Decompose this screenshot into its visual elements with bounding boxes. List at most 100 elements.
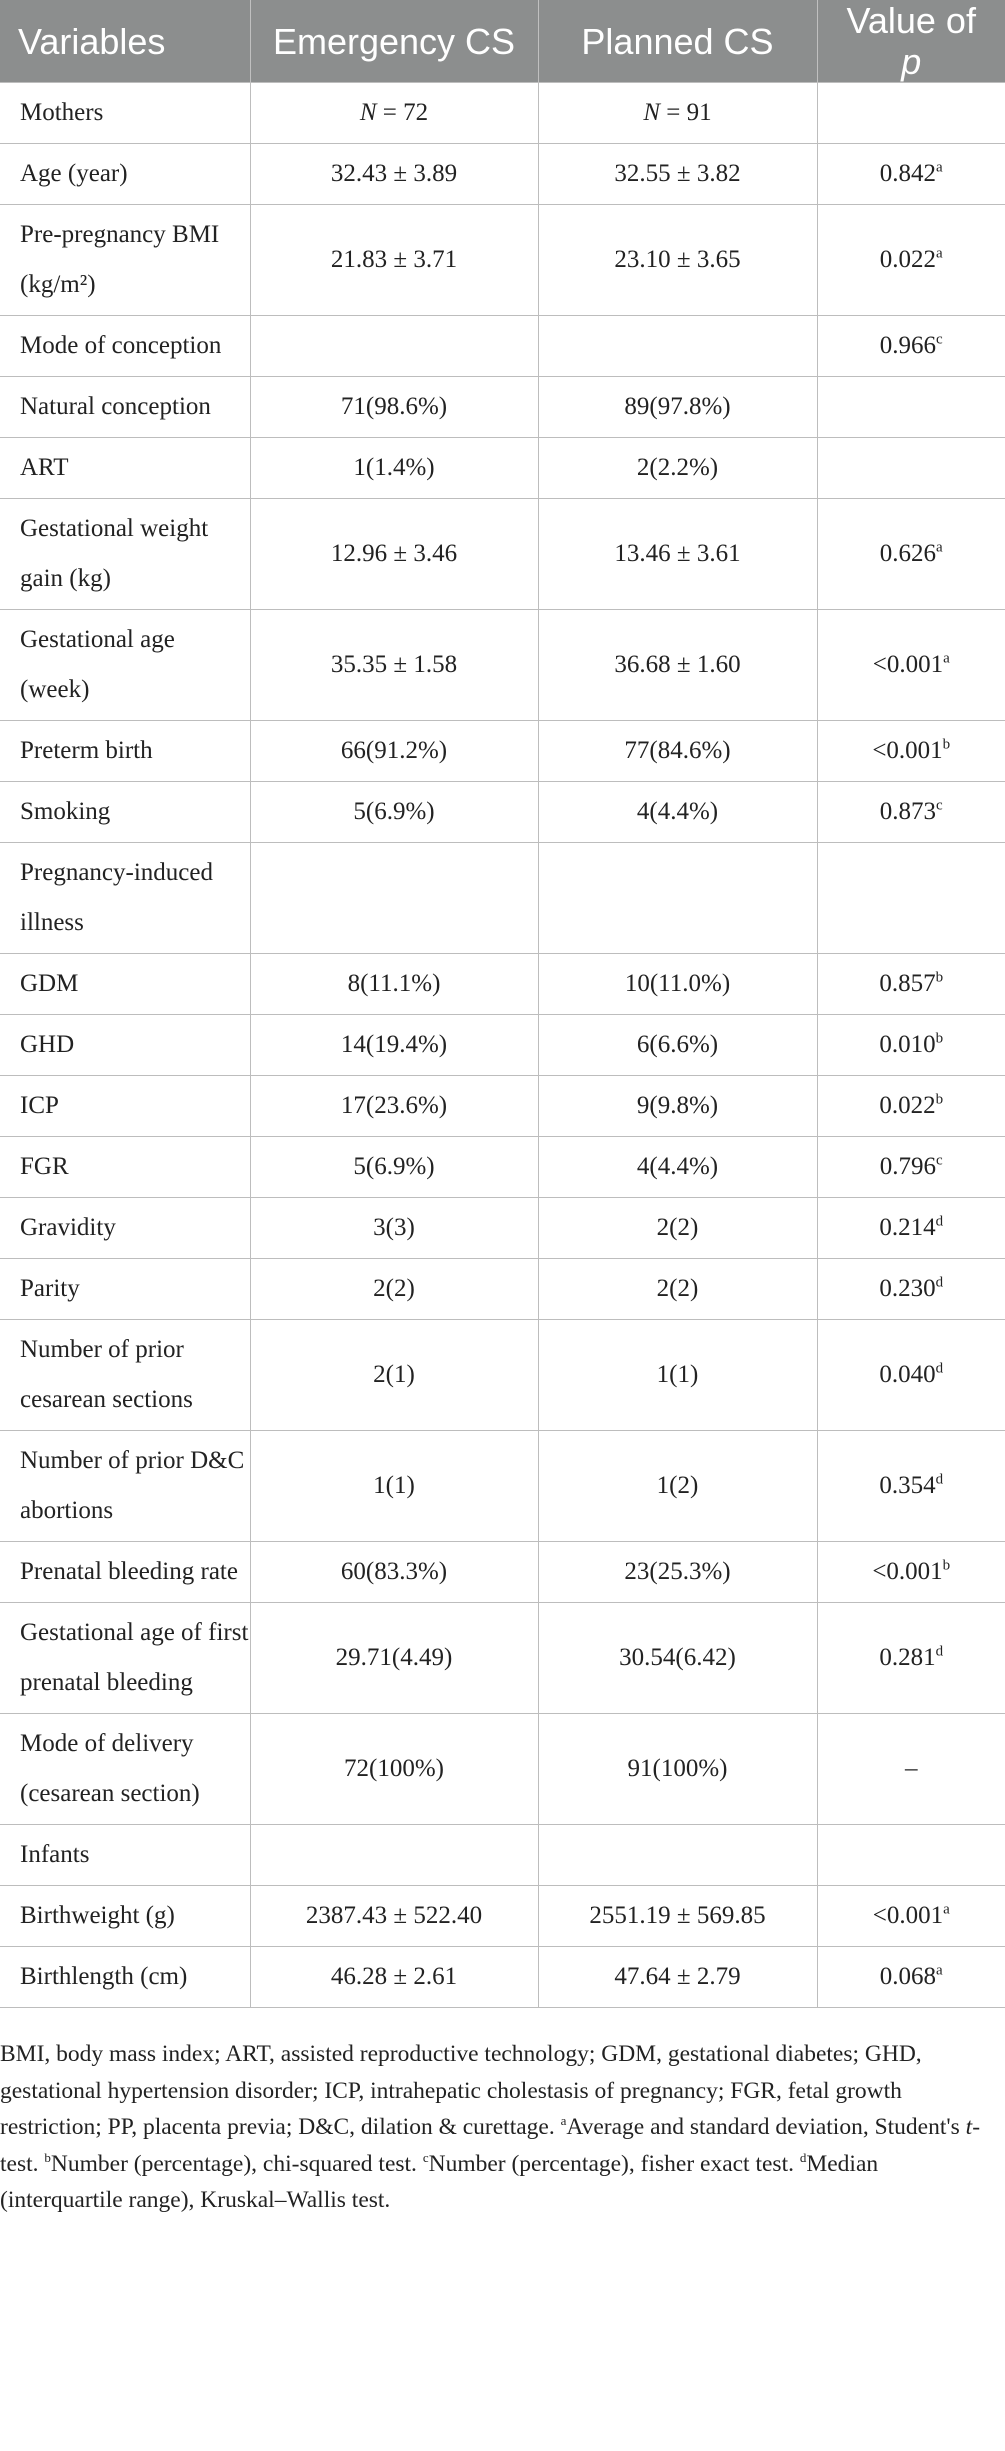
cell-planned: 4(4.4%) <box>537 1136 818 1198</box>
cell-planned: 32.55 ± 3.82 <box>537 143 818 205</box>
table-row: ART 1(1.4%) 2(2.2%) <box>0 437 1005 499</box>
p-value: 0.966 <box>879 332 937 359</box>
row-label: Gestational age (week) <box>0 609 251 721</box>
characteristics-table: Variables Emergency CS Planned CS Value … <box>0 0 1005 2008</box>
cell-planned: 9(9.8%) <box>537 1075 818 1137</box>
footnote-mark-b: b <box>44 2149 51 2165</box>
cell-p-value <box>816 437 1005 499</box>
p-value: 0.214 <box>879 1214 936 1241</box>
p-value: 0.230 <box>879 1275 936 1302</box>
row-label: ICP <box>0 1075 251 1137</box>
row-label: FGR <box>0 1136 251 1198</box>
table-row: Parity 2(2) 2(2) 0.230d <box>0 1258 1005 1320</box>
row-label: Gestational weight gain (kg) <box>0 498 251 610</box>
row-label: Number of prior D&C abortions <box>0 1430 251 1542</box>
p-value: 0.010 <box>879 1031 936 1058</box>
cell-planned: 10(11.0%) <box>537 953 818 1015</box>
cell-p-value: 0.796c <box>816 1136 1005 1198</box>
cell-p-value: 0.873c <box>816 781 1005 843</box>
cell-emergency: 66(91.2%) <box>249 720 539 782</box>
p-value: 0.040 <box>879 1361 936 1388</box>
p-value: <0.001 <box>872 651 944 678</box>
table-row: GHD 14(19.4%) 6(6.6%) 0.010b <box>0 1014 1005 1076</box>
cell-p-value: – <box>816 1713 1005 1825</box>
cell-p-value <box>816 1824 1005 1886</box>
p-footnote-mark: b <box>942 1557 951 1574</box>
cell-planned: 77(84.6%) <box>537 720 818 782</box>
cell-emergency <box>249 1824 539 1886</box>
row-label: Mode of delivery (cesarean section) <box>0 1713 251 1825</box>
row-label: GHD <box>0 1014 251 1076</box>
footnote-a-text-end: -test. <box>0 2114 981 2177</box>
p-footnote-mark: a <box>936 539 943 556</box>
cell-p-value: 0.010b <box>816 1014 1005 1076</box>
table-row: Gestational age (week) 35.35 ± 1.58 36.68 … <box>0 609 1005 721</box>
cell-p-value: <0.001a <box>816 1885 1005 1947</box>
p-footnote-mark: d <box>935 1471 944 1488</box>
cell-emergency: 14(19.4%) <box>249 1014 539 1076</box>
cell-p-value <box>816 376 1005 438</box>
n-value: = 72 <box>382 99 429 126</box>
table-row: Gravidity 3(3) 2(2) 0.214d <box>0 1197 1005 1259</box>
n-symbol: N <box>643 99 661 126</box>
cell-emergency: 3(3) <box>249 1197 539 1259</box>
table-row: Mode of conception 0.966c <box>0 315 1005 377</box>
cell-emergency: 35.35 ± 1.58 <box>249 609 539 721</box>
p-footnote-mark: c <box>936 797 943 814</box>
p-footnote-mark: b <box>935 969 944 986</box>
footnote-b-text: Number (percentage), chi-squared test. <box>50 2150 417 2177</box>
table-row: Birthweight (g) 2387.43 ± 522.40 2551.19 ±… <box>0 1885 1005 1947</box>
p-value: 0.022 <box>879 246 937 273</box>
cell-emergency <box>249 842 539 954</box>
footnote-mark-a: a <box>560 2113 567 2129</box>
cell-planned: 2551.19 ± 569.85 <box>537 1885 818 1947</box>
cell-emergency: 8(11.1%) <box>249 953 539 1015</box>
cell-p-value: 0.068a <box>816 1946 1005 2008</box>
p-value: 0.796 <box>879 1153 937 1180</box>
row-label: Prenatal bleeding rate <box>0 1541 251 1603</box>
p-value: 0.626 <box>879 540 937 567</box>
p-footnote-mark: a <box>936 245 943 262</box>
table-row: Mothers N = 72 N = 91 <box>0 82 1005 144</box>
cell-emergency <box>249 315 539 377</box>
cell-emergency: 5(6.9%) <box>249 781 539 843</box>
cell-emergency: 5(6.9%) <box>249 1136 539 1198</box>
p-value: 0.857 <box>879 970 936 997</box>
row-label: Number of prior cesarean sections <box>0 1319 251 1431</box>
header-planned-cs: Planned CS <box>537 0 817 83</box>
cell-planned: 23(25.3%) <box>537 1541 818 1603</box>
row-label: Mothers <box>0 82 251 144</box>
cell-planned: 2(2) <box>537 1197 818 1259</box>
p-footnote-mark: d <box>935 1360 944 1377</box>
cell-p-value: <0.001b <box>816 1541 1005 1603</box>
cell-p-value: 0.626a <box>816 498 1005 610</box>
footnote-mark-d: d <box>799 2149 807 2165</box>
table-row: Natural conception 71(98.6%) 89(97.8%) <box>0 376 1005 438</box>
cell-planned <box>537 315 818 377</box>
header-p-symbol: p <box>901 41 922 82</box>
table-row: Age (year) 32.43 ± 3.89 32.55 ± 3.82 0.842a <box>0 143 1005 205</box>
cell-p-value <box>816 842 1005 954</box>
row-label: GDM <box>0 953 251 1015</box>
p-footnote-mark: d <box>935 1274 944 1291</box>
p-value: 0.068 <box>879 1963 937 1990</box>
p-value: – <box>905 1755 918 1782</box>
row-label: Pre-pregnancy BMI (kg/m²) <box>0 204 251 316</box>
cell-planned <box>537 1824 818 1886</box>
cell-emergency: 12.96 ± 3.46 <box>249 498 539 610</box>
table-row: Smoking 5(6.9%) 4(4.4%) 0.873c <box>0 781 1005 843</box>
table-header-row: Variables Emergency CS Planned CS Value … <box>0 0 1005 83</box>
table-row: Number of prior cesarean sections 2(1) 1(1… <box>0 1319 1005 1431</box>
cell-p-value: 0.022a <box>816 204 1005 316</box>
table-row: ICP 17(23.6%) 9(9.8%) 0.022b <box>0 1075 1005 1137</box>
cell-emergency: 29.71(4.49) <box>249 1602 539 1714</box>
p-footnote-mark: a <box>943 1901 950 1918</box>
footnote-a-text: Average and standard deviation, Student'… <box>566 2114 966 2140</box>
cell-p-value: 0.281d <box>816 1602 1005 1714</box>
cell-p-value: 0.230d <box>816 1258 1005 1320</box>
row-label: Parity <box>0 1258 251 1320</box>
cell-emergency: 46.28 ± 2.61 <box>249 1946 539 2008</box>
p-value: 0.022 <box>879 1092 936 1119</box>
row-label: Preterm birth <box>0 720 251 782</box>
cell-planned <box>537 842 818 954</box>
